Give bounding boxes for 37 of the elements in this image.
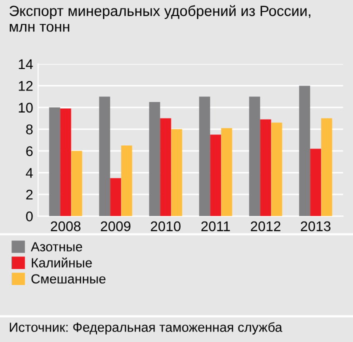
x-tick-label: 2013 xyxy=(300,221,330,232)
x-tick-label: 2008 xyxy=(50,221,80,232)
x-tick-label: 2011 xyxy=(201,221,230,232)
y-tick-label: 2 xyxy=(26,190,33,200)
bar xyxy=(210,134,222,216)
y-tick-label: 10 xyxy=(18,102,33,113)
y-tick-label: 6 xyxy=(26,146,33,156)
chart-title: Экспорт минеральных удобрений из России, млн тонн xyxy=(10,5,310,32)
bar xyxy=(310,148,322,216)
bar xyxy=(249,96,260,216)
bar xyxy=(149,102,160,216)
y-tick-label: 8 xyxy=(26,124,33,134)
y-tick-label: 12 xyxy=(18,81,33,91)
bar xyxy=(110,178,122,216)
bar xyxy=(121,145,132,216)
bar xyxy=(171,129,182,216)
bar xyxy=(260,119,272,216)
bar xyxy=(49,107,60,216)
x-tick-label: 2009 xyxy=(100,221,130,232)
x-tick-label: 2012 xyxy=(250,221,280,232)
y-tick-label: 14 xyxy=(18,59,33,69)
bar xyxy=(271,122,282,216)
legend-label: Азотные xyxy=(30,242,82,252)
legend-label: Калийные xyxy=(32,258,92,268)
legend-label: Смешанные xyxy=(31,274,106,284)
bar xyxy=(60,108,72,216)
bar xyxy=(321,118,332,216)
x-tick-label: 2010 xyxy=(150,221,181,232)
bar xyxy=(71,150,82,216)
y-tick-label: 0 xyxy=(26,211,33,222)
bar xyxy=(160,118,172,216)
text: Источник: Федеральная таможенная служба xyxy=(10,322,282,335)
bar xyxy=(99,96,110,216)
bar xyxy=(221,128,232,216)
bar xyxy=(199,96,210,216)
bar xyxy=(299,86,310,216)
y-tick-label: 4 xyxy=(26,168,33,178)
